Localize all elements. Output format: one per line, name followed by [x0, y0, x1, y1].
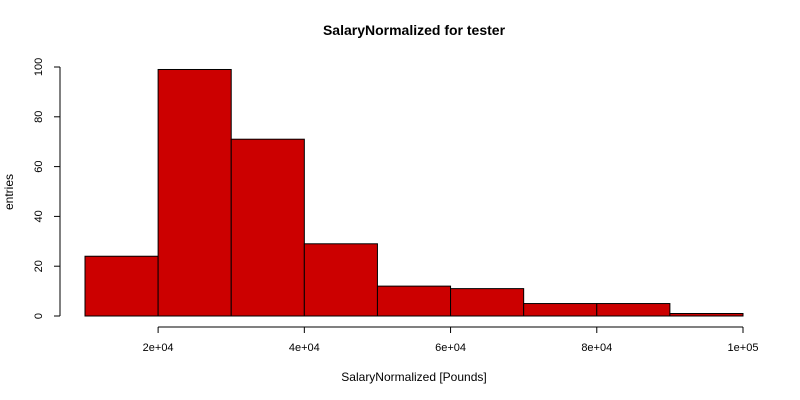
x-tick-label: 8e+04	[581, 342, 612, 354]
histogram-bar	[669, 313, 744, 317]
y-axis: 0 20 40 60 80 100	[33, 58, 61, 319]
x-tick-label: 4e+04	[289, 342, 320, 354]
bars-group	[84, 68, 744, 317]
histogram-bar	[157, 68, 232, 317]
y-tick-label: 100	[33, 58, 45, 76]
y-tick-label: 80	[33, 111, 45, 123]
x-axis-label: SalaryNormalized [Pounds]	[341, 370, 486, 384]
histogram-bar	[596, 303, 671, 317]
x-tick-label: 2e+04	[143, 342, 174, 354]
y-tick-label: 0	[33, 313, 45, 319]
histogram-bar	[84, 255, 159, 317]
x-tick-label: 1e+05	[728, 342, 759, 354]
histogram-bar	[376, 285, 452, 317]
y-axis-label: entries	[2, 174, 16, 210]
y-tick-label: 60	[33, 160, 45, 172]
y-tick-label: 40	[33, 210, 45, 222]
y-tick-label: 20	[33, 260, 45, 272]
histogram-bar	[230, 138, 305, 317]
chart-title: SalaryNormalized for tester	[323, 22, 506, 38]
histogram-bar	[523, 303, 598, 317]
histogram-bar	[303, 243, 378, 317]
x-axis: 2e+04 4e+04 6e+04 8e+04 1e+05	[143, 326, 759, 354]
x-tick-label: 6e+04	[435, 342, 466, 354]
histogram-bar	[450, 288, 525, 317]
